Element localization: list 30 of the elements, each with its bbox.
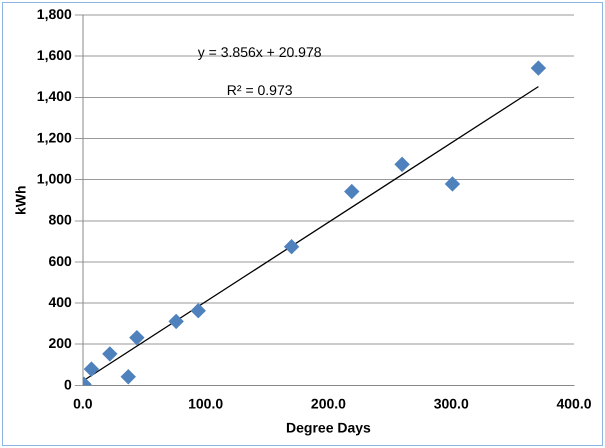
y-tick-label: 800 (48, 212, 72, 228)
point (129, 330, 144, 346)
point (120, 369, 136, 384)
point (444, 176, 460, 192)
x-tick-label: 200.0 (310, 396, 346, 412)
y-tick-label: 1,800 (36, 6, 72, 22)
x-tick-label: 100.0 (188, 396, 224, 412)
point (168, 314, 184, 329)
y-tick-label: 1,200 (36, 129, 72, 146)
y-tick-label: 1,600 (36, 47, 72, 64)
y-tick-label: 600 (48, 252, 72, 269)
y-axis-title: kWh (12, 185, 28, 215)
x-tick-label: 300.0 (434, 396, 469, 412)
x-tick-label: 0.0 (73, 396, 93, 412)
annotation: R² = 0.973 (226, 82, 293, 98)
point (530, 60, 546, 76)
point (394, 156, 410, 172)
y-tick-label: 1,000 (36, 170, 72, 186)
y-tick-label: 200 (48, 335, 72, 352)
point (190, 303, 206, 318)
y-tick-label: 0 (64, 376, 72, 392)
point (284, 239, 300, 254)
y-tick-label: 1,400 (36, 88, 72, 104)
point (102, 346, 118, 362)
point (84, 362, 99, 377)
x-axis-title: Degree Days (286, 419, 372, 436)
y-tick-label: 400 (48, 294, 72, 310)
point (344, 184, 360, 200)
x-tick-label: 400.0 (556, 396, 592, 412)
annotation: y = 3.856x + 20.978 (198, 44, 322, 60)
